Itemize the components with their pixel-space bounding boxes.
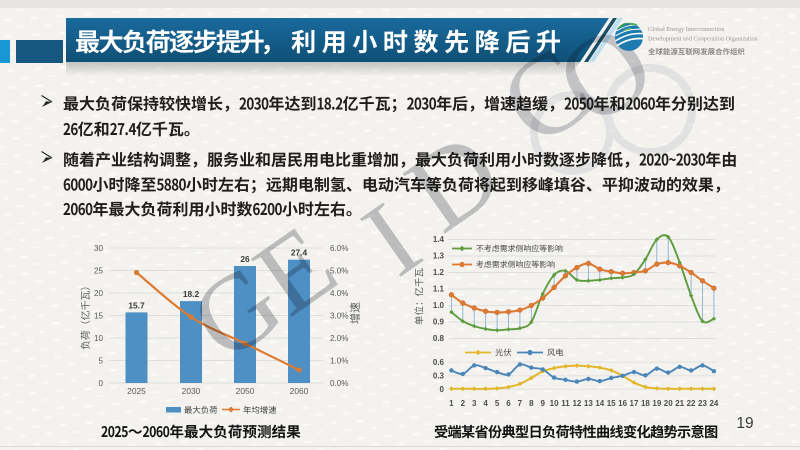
svg-text:0: 0 xyxy=(440,385,445,394)
svg-text:15: 15 xyxy=(94,311,104,320)
svg-text:6.0%: 6.0% xyxy=(330,244,348,253)
svg-text:5.0%: 5.0% xyxy=(330,266,348,275)
svg-text:25: 25 xyxy=(94,266,104,275)
svg-text:8: 8 xyxy=(529,399,534,408)
svg-text:6: 6 xyxy=(506,399,511,408)
svg-text:1.0: 1.0 xyxy=(433,301,445,310)
svg-text:14: 14 xyxy=(595,399,604,408)
svg-text:2060: 2060 xyxy=(290,386,309,396)
svg-text:10: 10 xyxy=(550,399,559,408)
svg-text:Global Energy Interconnection: Global Energy Interconnection xyxy=(648,26,725,33)
svg-text:18.2: 18.2 xyxy=(183,289,200,299)
svg-text:1.4: 1.4 xyxy=(433,235,445,244)
svg-text:0.0%: 0.0% xyxy=(330,379,348,388)
svg-text:15: 15 xyxy=(607,399,616,408)
svg-text:1.3: 1.3 xyxy=(433,252,445,261)
svg-text:2.0%: 2.0% xyxy=(330,334,348,343)
svg-text:2025: 2025 xyxy=(127,386,146,396)
svg-text:3.0%: 3.0% xyxy=(330,311,348,320)
svg-text:4: 4 xyxy=(483,399,488,408)
svg-text:5: 5 xyxy=(495,399,500,408)
svg-text:1.2: 1.2 xyxy=(433,268,445,277)
svg-text:10: 10 xyxy=(94,334,104,343)
svg-text:0.3: 0.3 xyxy=(433,371,445,380)
svg-text:2: 2 xyxy=(461,399,466,408)
svg-text:3: 3 xyxy=(472,399,477,408)
svg-text:1.1: 1.1 xyxy=(433,285,445,294)
svg-text:12: 12 xyxy=(572,399,581,408)
svg-text:11: 11 xyxy=(561,399,570,408)
svg-text:4.0%: 4.0% xyxy=(330,289,348,298)
svg-text:0.6: 0.6 xyxy=(433,358,445,367)
svg-text:19: 19 xyxy=(736,415,753,432)
svg-text:0: 0 xyxy=(98,379,103,388)
svg-text:9: 9 xyxy=(540,399,545,408)
svg-text:18: 18 xyxy=(641,399,650,408)
svg-text:15.7: 15.7 xyxy=(128,300,145,310)
svg-text:19: 19 xyxy=(652,399,661,408)
svg-text:20: 20 xyxy=(94,289,104,298)
svg-text:22: 22 xyxy=(687,399,696,408)
svg-text:0.8: 0.8 xyxy=(433,334,445,343)
svg-text:21: 21 xyxy=(675,399,684,408)
svg-text:20: 20 xyxy=(664,399,673,408)
svg-text:0.9: 0.9 xyxy=(433,318,445,327)
svg-text:24: 24 xyxy=(709,399,718,408)
svg-text:7: 7 xyxy=(518,399,523,408)
svg-text:30: 30 xyxy=(94,244,104,253)
svg-text:16: 16 xyxy=(618,399,627,408)
svg-text:Development and Cooperation Or: Development and Cooperation Organization xyxy=(648,36,758,43)
svg-text:5: 5 xyxy=(98,356,103,365)
svg-text:2050: 2050 xyxy=(236,386,255,396)
svg-text:17: 17 xyxy=(630,399,639,408)
svg-text:26: 26 xyxy=(240,254,250,264)
svg-text:1: 1 xyxy=(449,399,454,408)
svg-text:23: 23 xyxy=(698,399,707,408)
svg-text:2030: 2030 xyxy=(182,386,201,396)
svg-text:13: 13 xyxy=(584,399,593,408)
svg-text:1.0%: 1.0% xyxy=(330,356,348,365)
svg-text:27.4: 27.4 xyxy=(291,248,308,258)
